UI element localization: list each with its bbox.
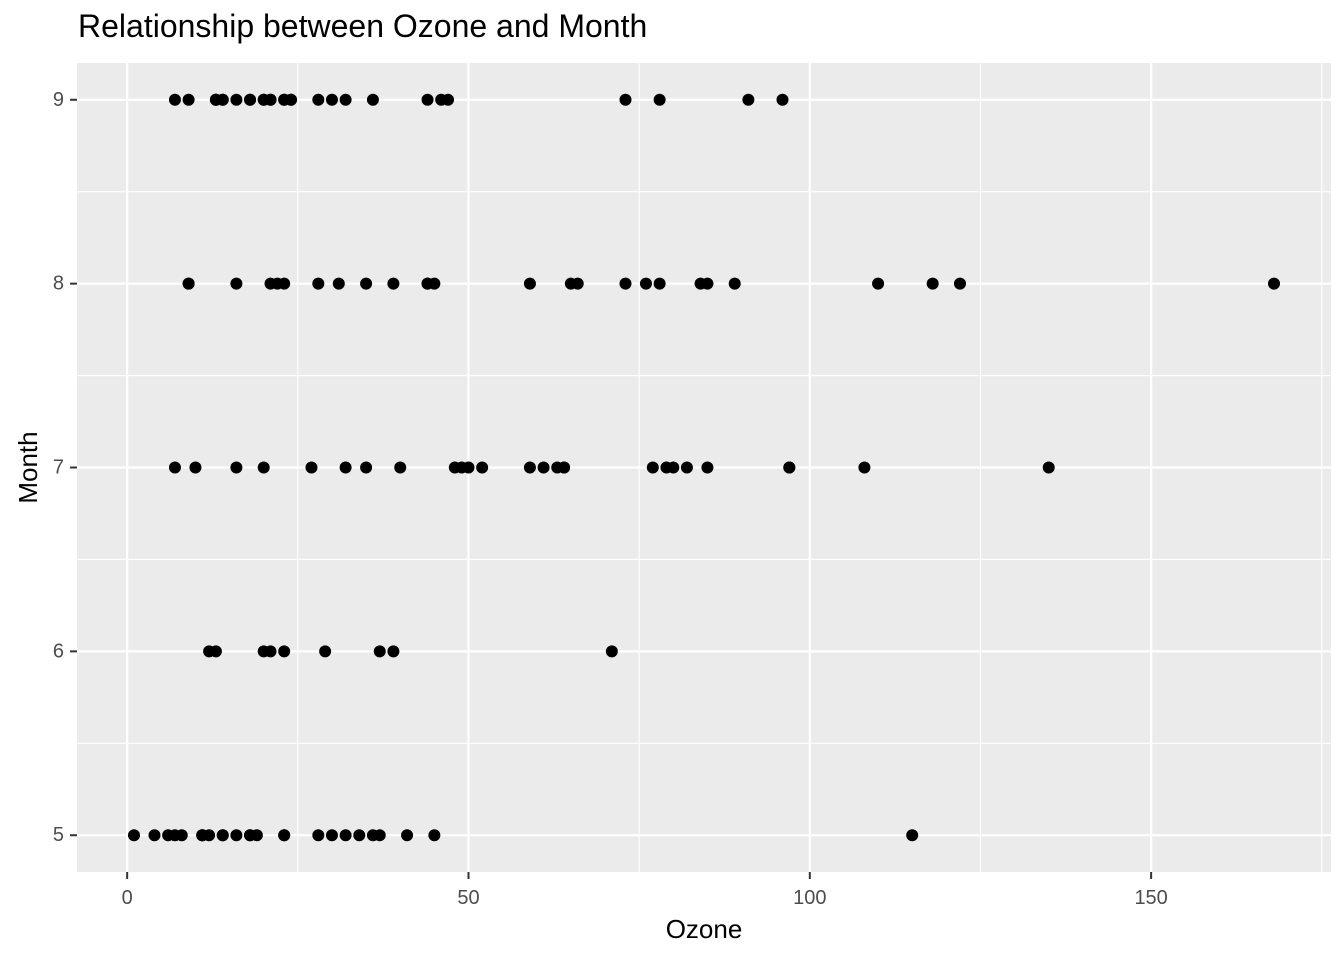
y-tick-label: 6 — [53, 640, 64, 662]
data-point — [319, 645, 332, 658]
data-point — [257, 645, 270, 658]
data-point — [373, 829, 386, 842]
data-point — [435, 93, 448, 106]
data-point — [558, 461, 571, 474]
data-point — [776, 93, 789, 106]
data-point — [312, 93, 325, 106]
data-point — [742, 93, 755, 106]
x-axis: 0 50 100 150 — [122, 872, 1168, 909]
data-point — [209, 645, 222, 658]
data-point — [421, 93, 434, 106]
data-point — [564, 277, 577, 290]
y-tick-label: 5 — [53, 824, 64, 846]
data-point — [728, 277, 741, 290]
chart-title: Relationship between Ozone and Month — [78, 8, 648, 44]
data-points — [128, 93, 1280, 842]
data-point — [168, 461, 181, 474]
data-point — [394, 461, 407, 474]
data-point — [619, 93, 632, 106]
data-point — [325, 829, 338, 842]
data-point — [360, 277, 373, 290]
data-point — [373, 645, 386, 658]
data-point — [428, 277, 441, 290]
data-point — [701, 461, 714, 474]
x-tick-label: 150 — [1134, 887, 1167, 909]
x-tick-label: 50 — [457, 887, 479, 909]
data-point — [401, 829, 414, 842]
data-point — [230, 829, 243, 842]
data-point — [230, 93, 243, 106]
data-point — [278, 829, 291, 842]
data-point — [168, 93, 181, 106]
data-point — [387, 645, 400, 658]
data-point — [325, 93, 338, 106]
data-point — [667, 461, 680, 474]
data-point — [448, 461, 461, 474]
y-axis: 5 6 7 8 9 — [53, 89, 77, 846]
data-point — [332, 277, 345, 290]
data-point — [162, 829, 175, 842]
data-point — [128, 829, 140, 842]
data-point — [148, 829, 161, 842]
data-point — [353, 829, 366, 842]
data-point — [428, 829, 441, 842]
data-point — [230, 461, 243, 474]
data-point — [653, 93, 666, 106]
data-point — [257, 461, 270, 474]
data-point — [653, 277, 666, 290]
data-point — [701, 277, 714, 290]
y-tick-label: 9 — [53, 89, 64, 111]
data-point — [278, 277, 291, 290]
x-axis-title: Ozone — [666, 914, 743, 944]
data-point — [639, 277, 652, 290]
data-point — [360, 461, 373, 474]
data-point — [537, 461, 550, 474]
data-point — [906, 829, 919, 842]
data-point — [182, 93, 195, 106]
data-point — [264, 277, 277, 290]
data-point — [619, 277, 632, 290]
data-point — [1042, 461, 1055, 474]
data-point — [312, 829, 325, 842]
data-point — [646, 461, 659, 474]
data-point — [523, 277, 536, 290]
data-point — [605, 645, 618, 658]
data-point — [278, 645, 291, 658]
data-point — [366, 93, 379, 106]
x-tick-label: 100 — [793, 887, 826, 909]
data-point — [312, 277, 325, 290]
data-point — [339, 461, 352, 474]
y-tick-label: 7 — [53, 457, 64, 479]
data-point — [196, 829, 209, 842]
data-point — [244, 829, 257, 842]
data-point — [953, 277, 966, 290]
data-point — [387, 277, 400, 290]
data-point — [339, 829, 352, 842]
data-point — [339, 93, 352, 106]
data-point — [926, 277, 939, 290]
data-point — [189, 461, 202, 474]
data-point — [680, 461, 693, 474]
data-point — [523, 461, 536, 474]
y-axis-title: Month — [13, 431, 43, 503]
data-point — [462, 461, 475, 474]
x-tick-label: 0 — [122, 887, 133, 909]
data-point — [216, 93, 229, 106]
data-point — [872, 277, 885, 290]
data-point — [257, 93, 270, 106]
data-point — [476, 461, 489, 474]
y-tick-label: 8 — [53, 273, 64, 295]
data-point — [1268, 277, 1280, 290]
data-point — [216, 829, 229, 842]
data-point — [244, 93, 257, 106]
data-point — [783, 461, 796, 474]
data-point — [858, 461, 871, 474]
data-point — [278, 93, 291, 106]
data-point — [305, 461, 318, 474]
data-point — [230, 277, 243, 290]
data-point — [182, 277, 195, 290]
